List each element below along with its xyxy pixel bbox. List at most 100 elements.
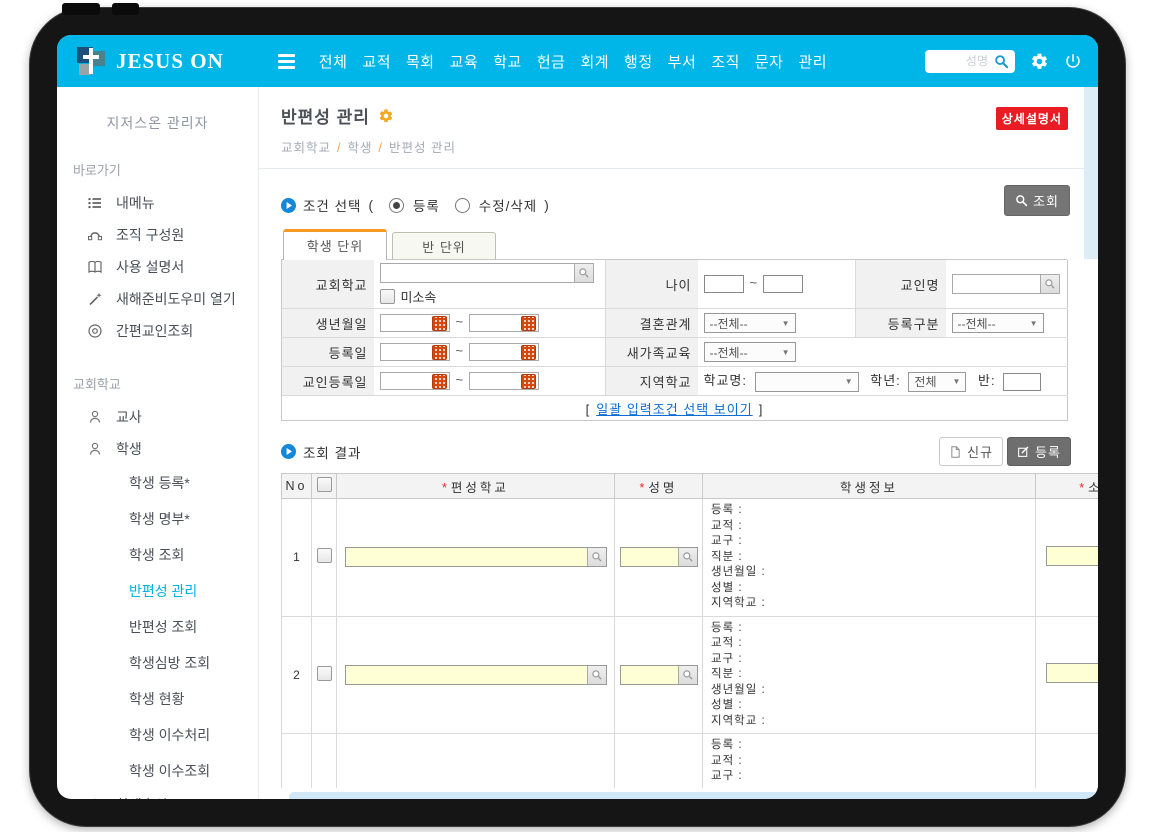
power-icon[interactable] [1064, 52, 1082, 70]
sidebar-item-student-completion-lookup[interactable]: 학생 이수조회 [129, 763, 211, 779]
search-icon[interactable] [586, 548, 606, 567]
breadcrumb-item[interactable]: 학생 [347, 141, 373, 155]
calendar-icon[interactable] [521, 373, 537, 389]
sidebar-item-class-assignment-mgmt[interactable]: 반편성 관리 [129, 583, 198, 599]
chevron-down-icon: ▼ [1029, 318, 1038, 328]
calendar-icon[interactable] [431, 344, 447, 360]
breadcrumb-item[interactable]: 교회학교 [281, 141, 332, 155]
sidebar-item-student[interactable]: 학생 [57, 433, 258, 465]
radio-modify-delete[interactable] [454, 197, 470, 213]
topnav-item[interactable]: 회계 [580, 53, 610, 71]
tab-student-unit[interactable]: 학생 단위 [283, 229, 387, 260]
belong-date-input[interactable] [1046, 663, 1098, 684]
row-checkbox[interactable] [316, 665, 332, 681]
calendar-icon[interactable] [521, 344, 537, 360]
member-register-date-from-input[interactable] [379, 372, 450, 390]
radio-modify-delete-label[interactable]: 수정/삭제 [478, 199, 538, 214]
search-icon[interactable] [677, 665, 697, 684]
topnav-item[interactable]: 헌금 [536, 53, 566, 71]
col-no: No [281, 473, 312, 499]
breadcrumb-item[interactable]: 반편성 관리 [389, 141, 456, 155]
name-input[interactable] [619, 547, 698, 568]
radio-register[interactable] [388, 197, 404, 213]
hamburger-menu-icon[interactable] [277, 53, 295, 69]
topnav-item[interactable]: 부서 [667, 53, 697, 71]
assigned-school-input[interactable] [344, 664, 607, 685]
sidebar-item-quick-member-lookup[interactable]: 간편교인조회 [57, 315, 258, 347]
register-type-select[interactable]: --전체-- ▼ [951, 313, 1044, 333]
bulk-input-condition-link[interactable]: 일괄 입력조건 선택 보이기 [596, 401, 753, 417]
member-register-date-to-input[interactable] [469, 372, 540, 390]
register-date-to-input[interactable] [469, 343, 540, 361]
tab-class-unit[interactable]: 반 단위 [392, 232, 496, 259]
age-to-input[interactable] [763, 275, 804, 293]
page-settings-gear-icon[interactable] [378, 108, 394, 124]
page-header: 반편성 관리 상세설명서 교회학교 / 학생 / 반편성 관리 [259, 87, 1098, 169]
topnav-item[interactable]: 조직 [711, 53, 740, 71]
search-icon[interactable] [573, 263, 593, 282]
search-icon[interactable] [1039, 275, 1059, 293]
horizontal-scrollbar[interactable] [289, 792, 1098, 799]
birth-date-to-input[interactable] [469, 314, 540, 332]
app-logo[interactable]: JESUS ON [77, 47, 224, 75]
search-input[interactable] [944, 53, 990, 69]
grade-select[interactable]: 전체 ▼ [908, 371, 967, 392]
belong-date-input[interactable] [1046, 545, 1098, 566]
assigned-school-input[interactable] [344, 547, 607, 568]
sidebar-item-student-lookup[interactable]: 학생 조회 [129, 547, 185, 563]
search-icon[interactable] [994, 54, 1009, 69]
search-icon[interactable] [677, 548, 697, 567]
sidebar-item-student-completion-process[interactable]: 학생 이수처리 [129, 727, 211, 743]
topnav-item[interactable]: 전체 [318, 53, 348, 71]
register-button[interactable]: 등록 [1007, 437, 1071, 466]
class-input[interactable] [1003, 372, 1042, 391]
member-search-box[interactable] [925, 49, 1015, 73]
unaffiliated-checkbox[interactable] [379, 288, 395, 304]
detail-manual-badge[interactable]: 상세설명서 [995, 107, 1068, 130]
register-date-from-input[interactable] [379, 343, 450, 361]
topnav-item[interactable]: 목회 [406, 53, 435, 71]
grade-label: 학년: [870, 373, 901, 389]
sidebar-item-org-members[interactable]: 조직 구성원 [57, 219, 258, 251]
sidebar-item-class-assignment-lookup[interactable]: 반편성 조회 [129, 619, 198, 635]
topnav-item[interactable]: 교적 [362, 53, 391, 71]
birth-date-from-input[interactable] [379, 314, 450, 332]
topnav-item[interactable]: 행정 [624, 53, 653, 71]
table-row-partial: 등록 : 교적 : 교구 : [281, 733, 1098, 788]
chevron-down-icon: ▼ [952, 377, 961, 387]
belong-date-cell [1035, 498, 1098, 617]
member-name-input[interactable] [951, 274, 1060, 294]
sidebar-item-newyear-helper[interactable]: 새해준비도우미 열기 [57, 283, 258, 315]
search-icon[interactable] [586, 665, 606, 684]
marriage-select[interactable]: --전체-- ▼ [703, 313, 796, 333]
new-button[interactable]: 신규 [939, 437, 1004, 466]
gear-icon[interactable] [1030, 52, 1049, 71]
new-family-edu-select[interactable]: --전체-- ▼ [703, 342, 796, 362]
sidebar-item-teacher[interactable]: 교사 [57, 401, 258, 433]
topnav-item[interactable]: 교육 [449, 53, 479, 71]
calendar-icon[interactable] [521, 315, 537, 331]
topbar-right-tools [925, 49, 1082, 73]
search-submit-button[interactable]: 조회 [1004, 185, 1070, 216]
sidebar-item-my-menu[interactable]: 내메뉴 [57, 187, 258, 219]
age-from-input[interactable] [703, 275, 744, 293]
sidebar-item-student-status[interactable]: 학생 현황 [129, 691, 185, 707]
calendar-icon[interactable] [431, 373, 447, 389]
topnav-item[interactable]: 문자 [754, 53, 784, 71]
sidebar-item-student-register[interactable]: 학생 등록* [129, 475, 190, 491]
school-name-select[interactable]: ▼ [754, 371, 859, 392]
sidebar-item-student-visit-lookup[interactable]: 학생심방 조회 [129, 655, 211, 671]
row-checkbox[interactable] [316, 548, 332, 564]
sidebar-item-student-roster[interactable]: 학생 명부* [129, 511, 190, 527]
right-scroll-strip[interactable] [1084, 87, 1098, 259]
select-all-checkbox[interactable] [316, 477, 332, 492]
radio-register-label[interactable]: 등록 [412, 199, 440, 214]
church-school-input[interactable] [379, 262, 594, 283]
name-input[interactable] [619, 664, 698, 685]
sidebar-item-user-manual[interactable]: 사용 설명서 [57, 251, 258, 283]
calendar-icon[interactable] [431, 315, 447, 331]
topnav-item[interactable]: 관리 [798, 53, 828, 71]
sidebar-item-student-attendance[interactable]: 학생출석 [57, 789, 258, 799]
topnav-item[interactable]: 학교 [493, 53, 522, 71]
region-school-label: 지역학교 [605, 366, 698, 396]
